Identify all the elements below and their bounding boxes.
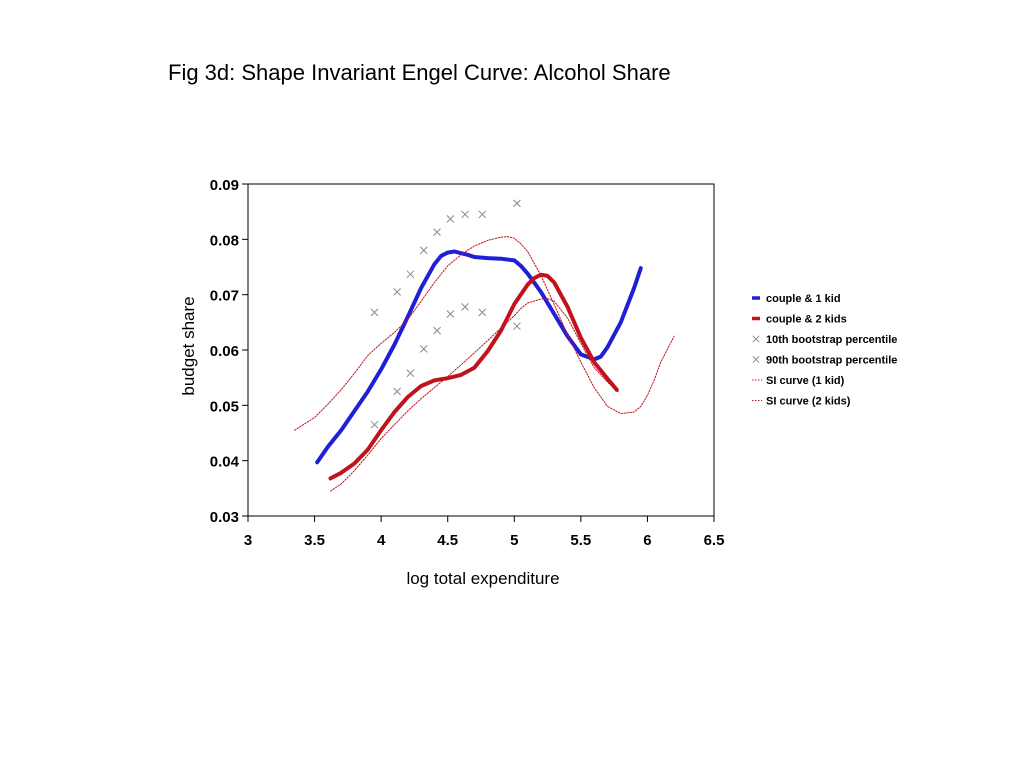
series-si-curve-1-kid: [294, 236, 675, 431]
data-point: [393, 387, 401, 396]
series-couple-2-kids: [328, 272, 619, 481]
legend-label: couple & 1 kid: [766, 293, 841, 305]
series-line: [330, 298, 619, 492]
legend-swatch: [752, 335, 760, 343]
x-tick-label: 6.5: [704, 532, 725, 549]
series-line: [328, 272, 619, 481]
data-point: [393, 288, 401, 296]
x-tick-label: 4.5: [437, 532, 458, 549]
y-tick-label: 0.06: [210, 343, 239, 360]
data-point: [513, 199, 521, 208]
data-point: [406, 270, 415, 279]
legend-swatch: [752, 355, 760, 364]
data-point: [433, 326, 441, 335]
data-point: [406, 369, 415, 378]
x-axis-title: log total expenditure: [406, 569, 559, 588]
series-line: [294, 236, 675, 431]
series-si-curve-2-kids: [330, 298, 619, 492]
data-point: [446, 215, 455, 223]
series-90th-bootstrap-percentile: [370, 199, 521, 317]
legend-label: SI curve (1 kid): [766, 375, 845, 387]
legend-label: couple & 2 kids: [766, 314, 847, 326]
y-tick-label: 0.03: [210, 509, 239, 526]
data-point: [419, 345, 428, 353]
legend: couple & 1 kid couple & 2 kids 10th bootst…: [752, 293, 897, 408]
data-point: [461, 302, 469, 311]
data-point: [446, 310, 455, 318]
x-tick-label: 5: [510, 532, 518, 549]
figure-title: Fig 3d: Shape Invariant Engel Curve: Alc…: [168, 60, 671, 85]
y-tick-label: 0.04: [210, 454, 240, 471]
y-tick-label: 0.07: [210, 288, 239, 305]
data-point: [461, 210, 469, 219]
x-tick-label: 3.5: [304, 532, 325, 549]
y-tick-label: 0.09: [210, 177, 239, 194]
legend-label: 90th bootstrap percentile: [766, 355, 897, 367]
data-point: [433, 228, 441, 236]
x-tick-label: 6: [643, 532, 651, 549]
data-point: [513, 322, 521, 331]
x-tick-label: 4: [377, 532, 386, 549]
data-point: [419, 246, 428, 255]
data-point: [478, 210, 487, 219]
legend-label: SI curve (2 kids): [766, 396, 851, 408]
y-axis-title: budget share: [179, 296, 198, 395]
plot-area: [247, 183, 715, 517]
data-point: [370, 308, 379, 317]
x-tick-label: 5.5: [570, 532, 591, 549]
data-point: [370, 420, 379, 429]
plot-border: [247, 183, 715, 517]
y-tick-label: 0.08: [210, 232, 239, 249]
series-10th-bootstrap-percentile: [370, 302, 521, 429]
x-tick-label: 3: [244, 532, 252, 549]
axis-ticks: 3 3.5 4 4.5 5 5.5 6 6.5 0.03 0.04 0.05 0.06 0.07 0.08…: [210, 177, 725, 549]
legend-label: 10th bootstrap percentile: [766, 334, 897, 346]
series-layer: [294, 199, 675, 492]
data-point: [478, 308, 487, 317]
y-tick-label: 0.05: [210, 398, 239, 415]
